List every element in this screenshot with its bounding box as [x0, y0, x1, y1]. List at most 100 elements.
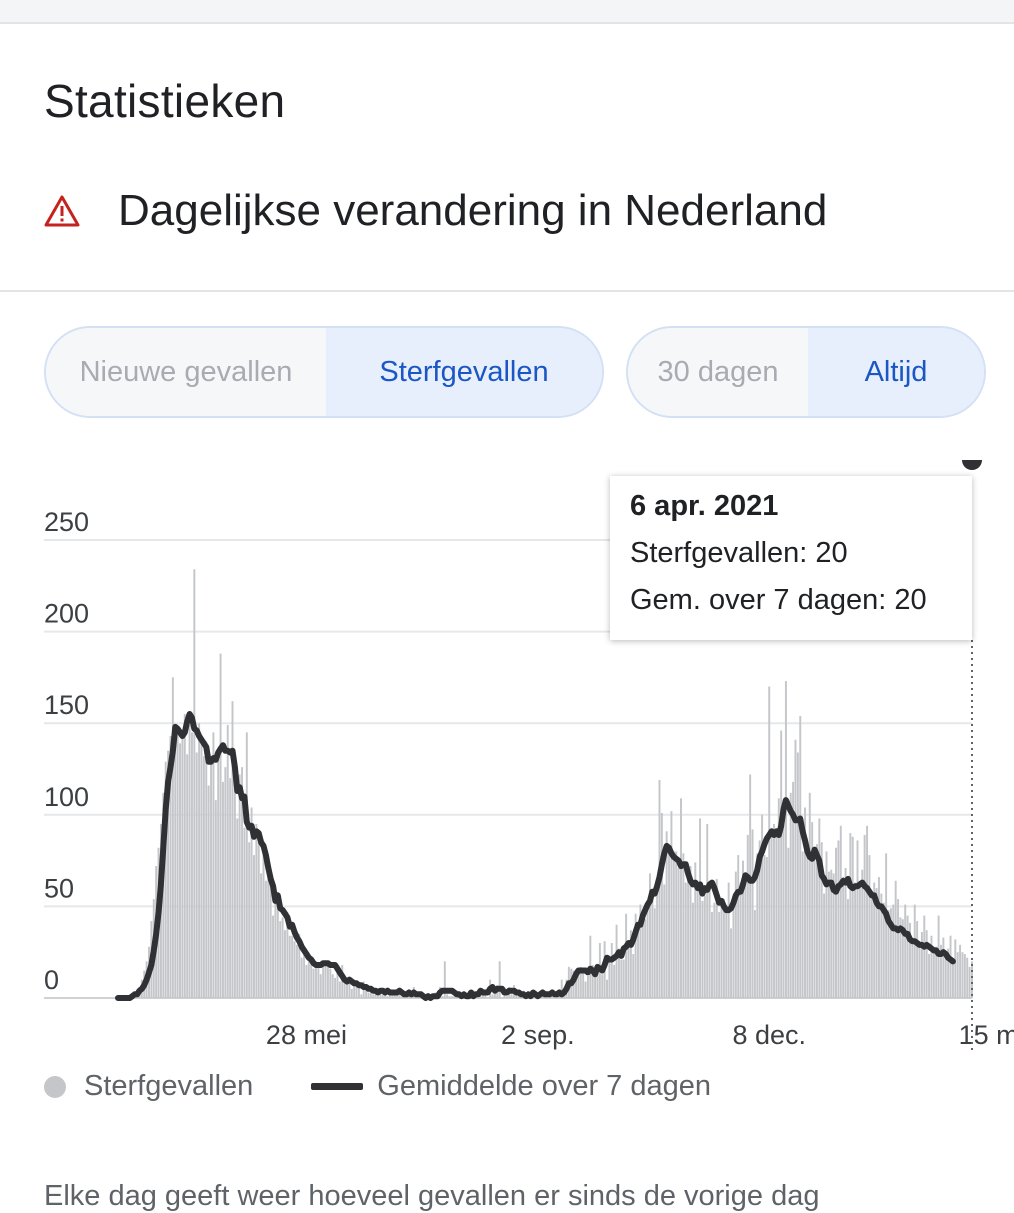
deaths-bar: [171, 677, 174, 998]
deaths-bar: [613, 965, 616, 998]
deaths-bar: [854, 882, 857, 998]
deaths-bar: [229, 778, 232, 998]
metric-toggle: Nieuwe gevallen Sterfgevallen: [44, 326, 604, 418]
deaths-bar: [668, 845, 671, 998]
deaths-bar: [329, 968, 332, 998]
legend-bars-label: Sterfgevallen: [84, 1070, 254, 1102]
toggle-all-time[interactable]: Altijd: [808, 328, 984, 416]
deaths-bar: [787, 847, 790, 998]
deaths-bar: [796, 752, 799, 998]
deaths-bar: [873, 882, 876, 998]
deaths-bar: [875, 888, 878, 998]
deaths-bar: [773, 823, 775, 998]
average-line: [115, 711, 956, 1001]
deaths-bar: [851, 836, 854, 998]
deaths-bar: [322, 965, 325, 998]
deaths-bar: [193, 569, 196, 998]
deaths-bar: [207, 785, 210, 998]
deaths-bar: [963, 954, 966, 998]
deaths-bar: [799, 715, 802, 998]
deaths-bar: [722, 899, 725, 998]
deaths-bar: [725, 908, 728, 998]
deaths-bar: [835, 847, 838, 998]
deaths-bar: [742, 860, 744, 998]
deaths-bar: [956, 952, 959, 998]
deaths-bar: [606, 979, 608, 998]
deaths-bar: [761, 814, 764, 998]
deaths-bar: [625, 913, 628, 998]
deaths-bar: [732, 899, 735, 998]
deaths-bar: [753, 910, 756, 998]
deaths-bar: [181, 736, 184, 998]
deaths-bar: [691, 902, 694, 998]
deaths-bar: [928, 954, 931, 998]
deaths-bar: [675, 851, 678, 998]
deaths-bar: [887, 910, 890, 998]
deaths-bar: [746, 834, 749, 998]
toggle-new-cases[interactable]: Nieuwe gevallen: [46, 328, 326, 416]
y-tick-label: 200: [44, 599, 89, 629]
deaths-bar: [827, 871, 830, 998]
hover-point[interactable]: [962, 460, 982, 470]
deaths-bar: [355, 985, 358, 998]
deaths-bar: [804, 807, 806, 998]
deaths-bar: [408, 996, 411, 998]
toggle-deaths[interactable]: Sterfgevallen: [326, 328, 602, 416]
deaths-bar: [856, 840, 859, 998]
deaths-bar: [839, 825, 842, 998]
deaths-bar: [498, 961, 501, 998]
deaths-bar: [916, 921, 919, 998]
deaths-bar: [832, 873, 835, 998]
deaths-bar: [200, 737, 203, 998]
deaths-chart[interactable]: 0 50 100 150 200 250 28 mei 2 sep. 8 dec. 15 mrt.: [0, 460, 1014, 1060]
deaths-bar: [212, 732, 215, 998]
deaths-bar: [880, 893, 883, 998]
deaths-bar: [317, 965, 320, 998]
deaths-bar: [849, 833, 852, 998]
deaths-bar: [272, 915, 275, 998]
deaths-bar: [186, 754, 189, 998]
deaths-bar: [319, 974, 322, 998]
deaths-bar: [868, 855, 871, 998]
deaths-bar: [627, 944, 630, 998]
deaths-bar: [241, 767, 244, 998]
deaths-bar: [443, 961, 446, 998]
deaths-bar: [331, 974, 334, 998]
chart-legend: Sterfgevallen Gemiddelde over 7 dagen: [44, 1070, 711, 1103]
deaths-bar: [639, 904, 642, 998]
deaths-bar: [493, 990, 496, 998]
deaths-bar: [932, 952, 935, 998]
deaths-bar: [892, 904, 895, 998]
deaths-bar: [837, 840, 840, 998]
deaths-bar: [560, 979, 563, 998]
deaths-bar: [966, 957, 969, 998]
deaths-bar: [665, 831, 668, 998]
deaths-bar: [491, 994, 494, 998]
deaths-bar: [730, 928, 733, 998]
deaths-bar: [343, 983, 346, 998]
deaths-bar: [219, 653, 222, 998]
deaths-bar: [350, 988, 353, 998]
deaths-bar: [708, 888, 711, 998]
deaths-bar: [243, 827, 246, 998]
y-tick-label: 100: [44, 782, 89, 812]
deaths-bar: [267, 878, 270, 998]
subtitle: Dagelijkse verandering in Nederland: [118, 186, 828, 235]
deaths-bar: [190, 732, 193, 998]
deaths-bar: [672, 851, 675, 998]
deaths-bar: [615, 924, 618, 998]
deaths-bar: [610, 943, 613, 998]
deaths-bar: [744, 873, 747, 998]
deaths-bar: [198, 723, 201, 998]
range-toggle: 30 dagen Altijd: [626, 326, 986, 418]
deaths-bar: [660, 812, 663, 998]
deaths-bar: [751, 829, 754, 998]
deaths-bar: [391, 994, 394, 998]
deaths-bar: [737, 855, 740, 998]
deaths-bar: [255, 823, 258, 998]
deaths-bar: [586, 976, 589, 998]
deaths-bar: [386, 996, 389, 998]
deaths-bar: [858, 880, 861, 998]
deaths-bar: [195, 752, 198, 998]
toggle-30-days[interactable]: 30 dagen: [628, 328, 808, 416]
